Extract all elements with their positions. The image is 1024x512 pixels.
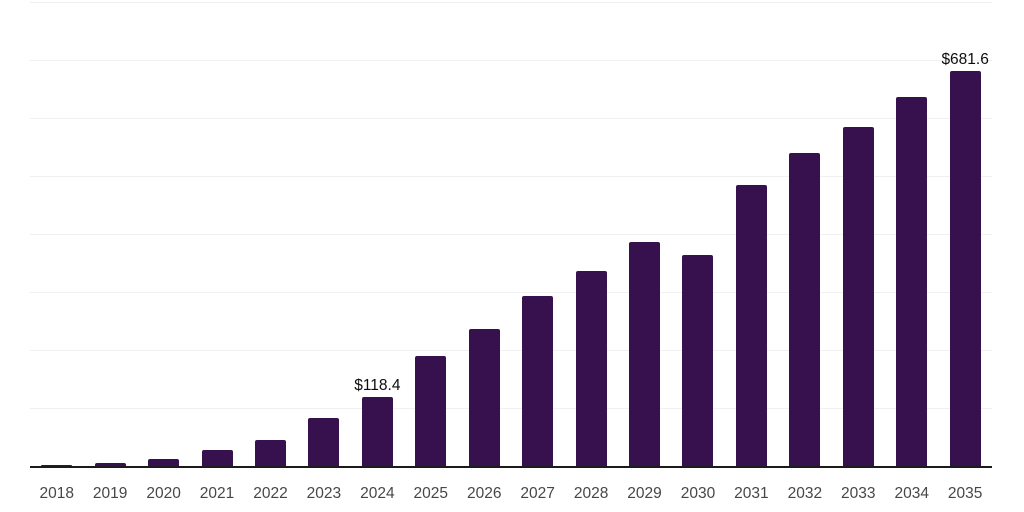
x-tick-2031: 2031 [734,485,769,502]
x-tick-2019: 2019 [92,485,128,502]
gridline-800 [30,2,992,3]
bar-group-2033 [832,2,885,466]
bar-group-2024: $118.4 [351,2,404,466]
x-tick-2027: 2027 [520,485,555,502]
bar-2018 [41,465,73,466]
bar-2032 [789,153,821,466]
bar-group-2026 [458,2,511,466]
bar-2031 [735,185,767,466]
bar-group-2019 [83,2,136,466]
x-tick-2034: 2034 [894,485,929,502]
x-tick-2033: 2033 [841,485,876,502]
bar-2033 [842,127,874,466]
x-axis-labels: 2018 2019 2020 2021 2022 2023 2024 2025 2026 2027… [30,484,992,504]
bar-group-2021 [190,2,243,466]
x-tick-2021: 2021 [199,485,235,502]
bar-2020 [148,459,180,466]
x-tick-2022: 2022 [253,485,288,502]
gridline-600 [30,118,992,119]
bar-group-2030 [671,2,724,466]
bar-group-2025 [404,2,457,466]
bar-group-2034 [885,2,938,466]
bar-group-2028 [564,2,617,466]
gridline-700 [30,60,992,61]
bar-2028 [575,270,607,466]
bar-group-2031 [725,2,778,466]
bar-2025 [415,356,447,466]
bar-2035 [949,70,981,466]
x-tick-2020: 2020 [146,485,181,502]
gridline-500 [30,176,992,177]
gridline-100 [30,408,992,409]
bar-group-2035: $681.6 [938,2,991,466]
x-tick-2030: 2030 [680,485,716,502]
bar-group-2027 [511,2,564,466]
x-tick-2025: 2025 [413,485,449,502]
bar-group-2032 [778,2,831,466]
bar-2026 [468,328,500,466]
bar-group-2023 [297,2,350,466]
bar-group-2029 [618,2,671,466]
bar-2023 [308,417,340,466]
plot-area: $118.4 $681.6 [30,2,992,468]
bar-2022 [254,439,286,466]
bar-2034 [896,97,928,466]
x-tick-2028: 2028 [573,485,609,502]
gridline-400 [30,234,992,235]
bar-group-2022 [244,2,297,466]
x-tick-2023: 2023 [306,485,342,502]
bar-2024 [361,397,393,466]
bar-2027 [522,296,554,466]
x-tick-2035: 2035 [947,485,983,502]
gridline-300 [30,292,992,293]
bar-2030 [682,254,714,466]
bars-container: $118.4 $681.6 [30,2,992,466]
bar-2019 [94,462,126,466]
x-tick-2018: 2018 [39,485,74,502]
data-label-2024: $118.4 [354,377,401,395]
bar-group-2018 [30,2,83,466]
gridline-200 [30,350,992,351]
bar-2021 [201,450,233,466]
x-tick-2029: 2029 [627,485,662,502]
data-label-2035: $681.6 [941,50,989,68]
x-tick-2032: 2032 [787,485,823,502]
x-tick-2026: 2026 [466,485,502,502]
bar-2029 [629,241,661,466]
x-tick-2024: 2024 [360,485,395,502]
bar-group-2020 [137,2,190,466]
